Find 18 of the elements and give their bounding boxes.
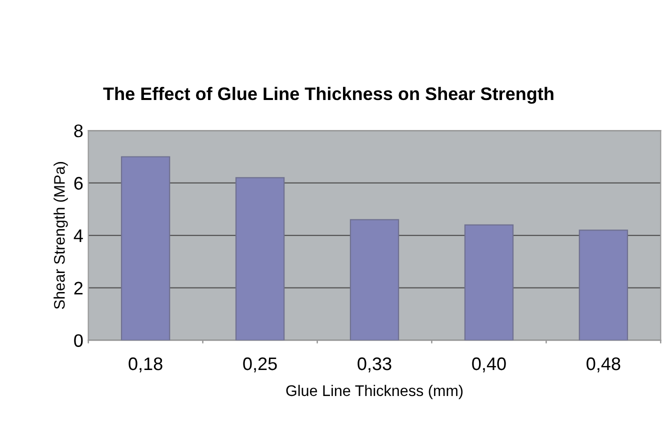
chart-title: The Effect of Glue Line Thickness on Shear Strength [103, 86, 554, 104]
y-tick-label: 6 [74, 176, 83, 190]
y-tick-label: 0 [74, 334, 83, 347]
bar [120, 156, 170, 340]
x-tick-label: 0,48 [586, 357, 620, 372]
x-tick-label: 0,40 [472, 357, 506, 372]
x-axis-title: Glue Line Thickness (mm) [286, 384, 463, 400]
y-tick-label: 4 [74, 230, 83, 242]
bar [578, 230, 628, 340]
x-tick-label: 0,25 [243, 357, 277, 372]
bar [350, 219, 400, 340]
y-tick-label: 8 [74, 124, 83, 138]
x-tick-label: 0,18 [128, 357, 162, 372]
bar [235, 177, 285, 340]
bar [464, 224, 514, 340]
y-axis-title: Shear Strength (MPa) [54, 162, 68, 309]
y-tick-label: 2 [74, 282, 83, 294]
x-tick-label: 0,33 [358, 357, 392, 372]
